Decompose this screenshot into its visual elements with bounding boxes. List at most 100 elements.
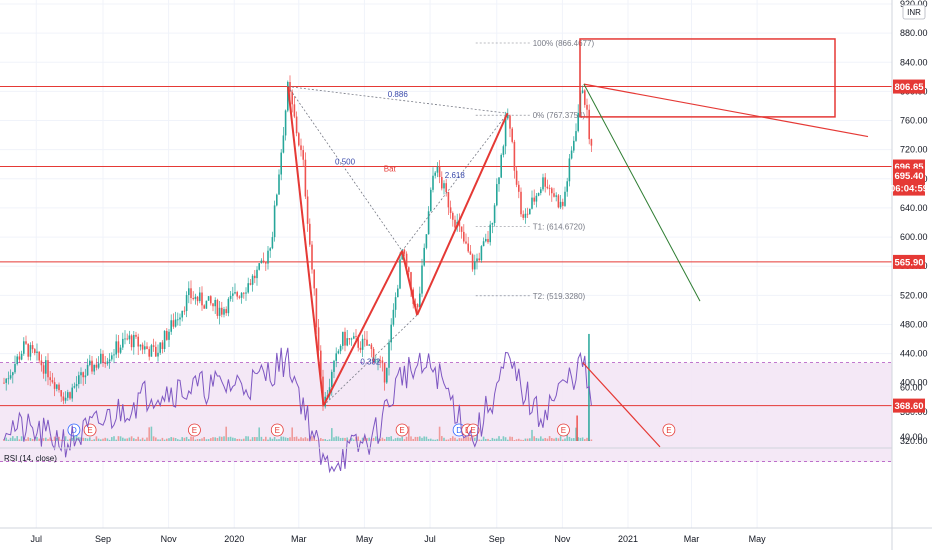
target-zone-rectangle[interactable] — [579, 38, 836, 118]
candle-body[interactable] — [236, 292, 238, 297]
candle-body[interactable] — [152, 345, 155, 347]
candle-body[interactable] — [511, 128, 513, 142]
candle-body[interactable] — [460, 226, 463, 232]
candle-body[interactable] — [568, 158, 571, 182]
earnings-marker[interactable] — [188, 423, 201, 437]
candle-body[interactable] — [302, 150, 304, 160]
candle-body[interactable] — [452, 212, 454, 220]
candle-body[interactable] — [95, 364, 98, 368]
candle-body[interactable] — [507, 115, 509, 119]
candle-body[interactable] — [436, 166, 439, 173]
candle-body[interactable] — [559, 201, 562, 208]
candle-body[interactable] — [181, 310, 183, 318]
candle-body[interactable] — [298, 133, 300, 146]
rsi-trendline[interactable] — [582, 362, 661, 448]
candle-body[interactable] — [366, 339, 368, 346]
candle-body[interactable] — [78, 375, 80, 385]
candle-body[interactable] — [267, 250, 269, 264]
candle-body[interactable] — [381, 360, 384, 364]
candle-body[interactable] — [174, 319, 177, 327]
candle-body[interactable] — [265, 262, 267, 264]
candle-body[interactable] — [320, 350, 322, 377]
pattern-leg-xa[interactable] — [287, 86, 325, 406]
candle-body[interactable] — [159, 342, 161, 353]
candle-body[interactable] — [344, 331, 346, 346]
candle-body[interactable] — [27, 343, 29, 357]
candle-body[interactable] — [20, 353, 23, 360]
candle-body[interactable] — [218, 307, 221, 316]
candle-body[interactable] — [427, 211, 430, 235]
candle-body[interactable] — [210, 296, 212, 304]
candle-body[interactable] — [355, 336, 357, 338]
candle-body[interactable] — [155, 346, 157, 357]
candle-body[interactable] — [408, 267, 410, 273]
candle-body[interactable] — [260, 260, 263, 264]
candle-body[interactable] — [425, 234, 428, 248]
candle-body[interactable] — [551, 188, 553, 194]
candle-body[interactable] — [36, 351, 38, 353]
candle-body[interactable] — [458, 221, 461, 227]
candle-body[interactable] — [106, 361, 109, 364]
candle-body[interactable] — [485, 238, 487, 242]
candle-body[interactable] — [293, 104, 296, 117]
candle-body[interactable] — [38, 351, 40, 361]
candle-body[interactable] — [410, 272, 412, 290]
horizontal-levels[interactable] — [0, 86, 892, 407]
candle-body[interactable] — [104, 362, 106, 364]
candle-body[interactable] — [100, 353, 102, 364]
candle-body[interactable] — [278, 174, 280, 195]
candle-body[interactable] — [262, 260, 265, 263]
candle-body[interactable] — [179, 317, 181, 320]
candle-body[interactable] — [40, 360, 43, 366]
candle-body[interactable] — [238, 296, 241, 298]
candle-body[interactable] — [581, 90, 584, 93]
candle-body[interactable] — [89, 360, 91, 365]
candle-body[interactable] — [124, 338, 126, 340]
candle-body[interactable] — [148, 349, 150, 357]
projection-line[interactable] — [583, 83, 701, 302]
candle-body[interactable] — [163, 330, 166, 349]
candle-body[interactable] — [51, 380, 54, 383]
candle-body[interactable] — [144, 346, 146, 350]
candle-body[interactable] — [518, 184, 520, 192]
candle-body[interactable] — [168, 331, 170, 340]
candle-body[interactable] — [416, 304, 419, 308]
candle-body[interactable] — [67, 392, 69, 398]
candle-body[interactable] — [69, 392, 71, 399]
candle-body[interactable] — [441, 177, 443, 189]
pattern-leg-ab[interactable] — [322, 250, 403, 407]
candle-body[interactable] — [331, 371, 333, 388]
candle-body[interactable] — [75, 384, 78, 387]
candle-body[interactable] — [478, 258, 480, 261]
candle-body[interactable] — [7, 378, 10, 380]
candle-body[interactable] — [491, 222, 494, 225]
candle-body[interactable] — [432, 175, 434, 190]
pattern-leg-cd[interactable] — [416, 112, 509, 316]
candle-body[interactable] — [119, 347, 122, 353]
candle-body[interactable] — [115, 341, 117, 355]
candle-body[interactable] — [139, 344, 142, 347]
candle-body[interactable] — [438, 166, 441, 178]
candle-body[interactable] — [489, 224, 491, 243]
candle-body[interactable] — [533, 197, 535, 202]
candle-body[interactable] — [172, 320, 175, 327]
candle-body[interactable] — [29, 345, 32, 357]
candle-body[interactable] — [146, 346, 148, 350]
candle-body[interactable] — [476, 258, 478, 262]
candle-body[interactable] — [71, 387, 73, 399]
candle-body[interactable] — [122, 338, 124, 348]
candle-body[interactable] — [566, 181, 568, 192]
candle-body[interactable] — [245, 292, 247, 294]
candle-body[interactable] — [203, 305, 205, 309]
candle-body[interactable] — [53, 382, 56, 389]
candle-body[interactable] — [102, 353, 104, 363]
candle-body[interactable] — [300, 145, 302, 151]
candle-body[interactable] — [544, 177, 546, 187]
candle-body[interactable] — [515, 170, 518, 185]
candle-body[interactable] — [287, 82, 289, 111]
candle-body[interactable] — [405, 253, 408, 268]
candle-body[interactable] — [339, 345, 342, 352]
harmonic-pattern[interactable]: 0.886 0.500 2.618 0.382 Bat — [287, 86, 509, 407]
candle-body[interactable] — [562, 201, 564, 206]
candle-body[interactable] — [449, 207, 452, 213]
